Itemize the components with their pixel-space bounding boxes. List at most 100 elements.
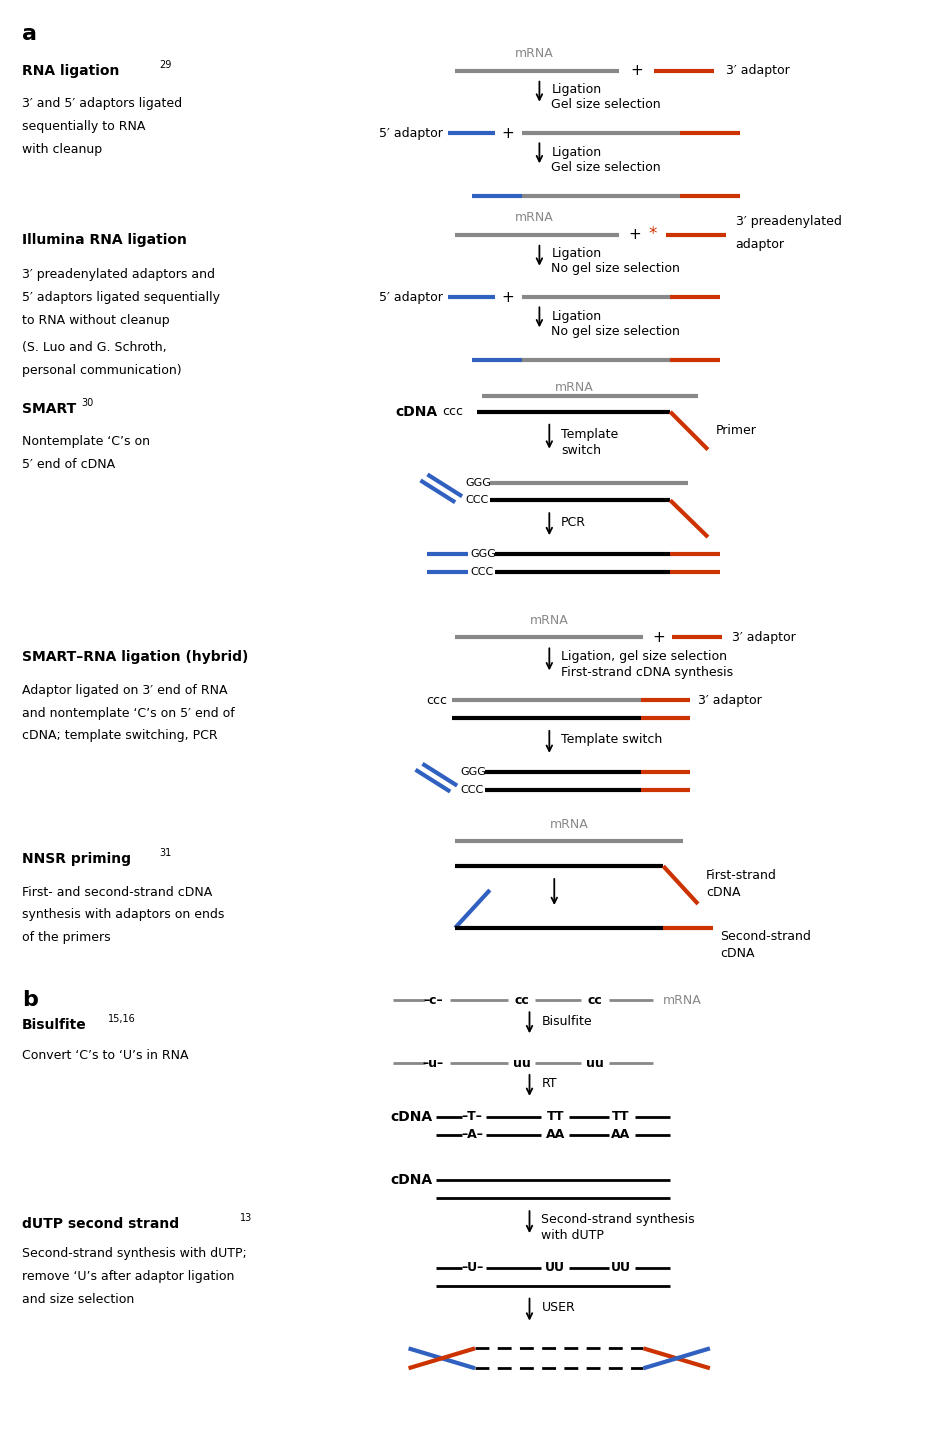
Text: Convert ‘C’s to ‘U’s in RNA: Convert ‘C’s to ‘U’s in RNA (22, 1049, 188, 1062)
Text: +: + (630, 64, 643, 78)
Text: –U–: –U– (461, 1261, 483, 1274)
Text: 3′ adaptor: 3′ adaptor (726, 64, 790, 77)
Text: SMART–RNA ligation (hybrid): SMART–RNA ligation (hybrid) (22, 650, 249, 665)
Text: UU: UU (545, 1261, 566, 1274)
Text: Template switch: Template switch (561, 734, 662, 747)
Text: and size selection: and size selection (22, 1293, 134, 1306)
Text: –A–: –A– (461, 1129, 483, 1142)
Text: SMART: SMART (22, 402, 77, 416)
Text: NNSR priming: NNSR priming (22, 853, 131, 866)
Text: 30: 30 (81, 397, 94, 407)
Text: Template: Template (561, 428, 619, 441)
Text: cDNA: cDNA (706, 886, 741, 899)
Text: mRNA: mRNA (554, 381, 593, 394)
Text: sequentially to RNA: sequentially to RNA (22, 120, 146, 133)
Text: mRNA: mRNA (515, 48, 553, 61)
Text: 5′ adaptor: 5′ adaptor (379, 127, 444, 140)
Text: AA: AA (546, 1129, 565, 1142)
Text: ccc: ccc (443, 405, 464, 418)
Text: ccc: ccc (427, 694, 447, 707)
Text: mRNA: mRNA (550, 818, 588, 831)
Text: CCC: CCC (465, 496, 488, 506)
Text: RT: RT (541, 1078, 557, 1091)
Text: remove ‘U’s after adaptor ligation: remove ‘U’s after adaptor ligation (22, 1270, 235, 1283)
Text: First-strand cDNA synthesis: First-strand cDNA synthesis (561, 666, 733, 679)
Text: 5′ adaptors ligated sequentially: 5′ adaptors ligated sequentially (22, 290, 220, 303)
Text: cDNA; template switching, PCR: cDNA; template switching, PCR (22, 730, 218, 743)
Text: First-strand: First-strand (706, 868, 777, 881)
Text: Primer: Primer (716, 425, 757, 438)
Text: AA: AA (611, 1129, 630, 1142)
Text: Bisulfite: Bisulfite (22, 1019, 87, 1032)
Text: and nontemplate ‘C’s on 5′ end of: and nontemplate ‘C’s on 5′ end of (22, 707, 235, 720)
Text: cc: cc (587, 994, 603, 1007)
Text: personal communication): personal communication) (22, 364, 182, 377)
Text: Ligation: Ligation (552, 247, 602, 260)
Text: Second-strand synthesis: Second-strand synthesis (541, 1212, 695, 1225)
Text: 15,16: 15,16 (108, 1014, 136, 1025)
Text: Second-strand synthesis with dUTP;: Second-strand synthesis with dUTP; (22, 1247, 247, 1260)
Text: to RNA without cleanup: to RNA without cleanup (22, 314, 169, 327)
Text: with cleanup: with cleanup (22, 143, 102, 156)
Text: Ligation, gel size selection: Ligation, gel size selection (561, 650, 727, 663)
Text: cDNA: cDNA (720, 946, 754, 959)
Text: 5′ end of cDNA: 5′ end of cDNA (22, 458, 115, 471)
Text: Bisulfite: Bisulfite (541, 1014, 592, 1027)
Text: +: + (628, 227, 641, 243)
Text: Gel size selection: Gel size selection (552, 160, 661, 173)
Text: 3′ adaptor: 3′ adaptor (731, 631, 796, 644)
Text: 3′ and 5′ adaptors ligated: 3′ and 5′ adaptors ligated (22, 97, 183, 110)
Text: cDNA: cDNA (391, 1110, 432, 1124)
Text: No gel size selection: No gel size selection (552, 325, 680, 338)
Text: cDNA: cDNA (395, 405, 437, 419)
Text: uu: uu (586, 1056, 604, 1069)
Text: Ligation: Ligation (552, 146, 602, 159)
Text: mRNA: mRNA (663, 994, 702, 1007)
Text: 29: 29 (159, 59, 171, 69)
Text: PCR: PCR (561, 516, 587, 529)
Text: synthesis with adaptors on ends: synthesis with adaptors on ends (22, 909, 224, 922)
Text: +: + (501, 290, 514, 305)
Text: GGG: GGG (460, 767, 486, 777)
Text: mRNA: mRNA (530, 614, 569, 627)
Text: Ligation: Ligation (552, 84, 602, 97)
Text: TT: TT (547, 1110, 564, 1123)
Text: of the primers: of the primers (22, 931, 111, 944)
Text: USER: USER (541, 1300, 575, 1314)
Text: First- and second-strand cDNA: First- and second-strand cDNA (22, 886, 212, 899)
Text: RNA ligation: RNA ligation (22, 64, 119, 78)
Text: 5′ adaptor: 5′ adaptor (379, 290, 444, 303)
Text: a: a (22, 25, 37, 43)
Text: adaptor: adaptor (736, 238, 784, 251)
Text: cDNA: cDNA (391, 1173, 432, 1188)
Text: b: b (22, 990, 38, 1010)
Text: uu: uu (513, 1056, 531, 1069)
Text: CCC: CCC (470, 566, 493, 577)
Text: GGG: GGG (465, 478, 491, 488)
Text: 3′ preadenylated: 3′ preadenylated (736, 215, 842, 228)
Text: mRNA: mRNA (515, 211, 553, 224)
Text: 3′ preadenylated adaptors and: 3′ preadenylated adaptors and (22, 269, 215, 282)
Text: (S. Luo and G. Schroth,: (S. Luo and G. Schroth, (22, 341, 166, 354)
Text: UU: UU (611, 1261, 631, 1274)
Text: dUTP second strand: dUTP second strand (22, 1217, 179, 1231)
Text: Adaptor ligated on 3′ end of RNA: Adaptor ligated on 3′ end of RNA (22, 683, 227, 696)
Text: Ligation: Ligation (552, 309, 602, 322)
Text: Second-strand: Second-strand (720, 931, 811, 944)
Text: 13: 13 (240, 1214, 253, 1222)
Text: –u–: –u– (423, 1056, 444, 1069)
Text: +: + (501, 126, 514, 142)
Text: –c–: –c– (424, 994, 443, 1007)
Text: Gel size selection: Gel size selection (552, 98, 661, 111)
Text: –T–: –T– (462, 1110, 482, 1123)
Text: 3′ adaptor: 3′ adaptor (698, 694, 762, 707)
Text: Nontemplate ‘C’s on: Nontemplate ‘C’s on (22, 435, 150, 448)
Text: +: + (652, 630, 665, 644)
Text: GGG: GGG (470, 549, 496, 559)
Text: No gel size selection: No gel size selection (552, 262, 680, 275)
Text: with dUTP: with dUTP (541, 1228, 604, 1241)
Text: cc: cc (515, 994, 529, 1007)
Text: Illumina RNA ligation: Illumina RNA ligation (22, 233, 187, 247)
Text: CCC: CCC (460, 785, 483, 795)
Text: switch: switch (561, 444, 602, 457)
